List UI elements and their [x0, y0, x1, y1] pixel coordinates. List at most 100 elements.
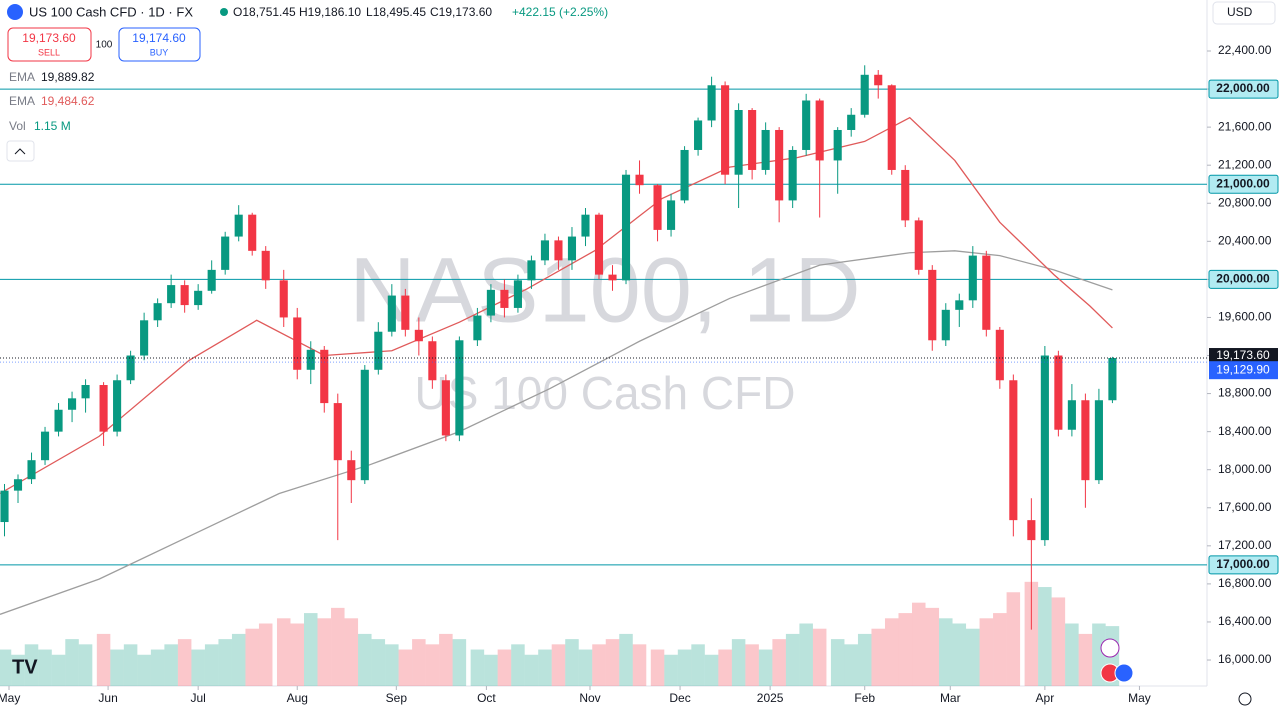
level-label-box	[1208, 79, 1279, 99]
candle-body	[833, 129, 842, 161]
volume-bar	[177, 639, 192, 686]
volume-bar	[785, 633, 800, 686]
bid-price-label: 19,129.90	[1216, 362, 1270, 376]
market-status	[220, 8, 228, 16]
candle-body	[387, 295, 396, 332]
candle-body	[901, 169, 910, 221]
last-price-label: 19,173.60	[1216, 348, 1270, 362]
volume-bar	[1006, 592, 1021, 686]
candle-body	[81, 385, 90, 399]
x-tick-label: Jun	[98, 691, 117, 705]
currency-button[interactable]	[1212, 1, 1276, 25]
volume-name: Vol	[9, 119, 26, 133]
candle-body	[194, 290, 203, 306]
candle-body	[347, 460, 356, 481]
event-flag[interactable]	[1114, 663, 1134, 683]
symbol-name[interactable]: US 100 Cash CFD · 1D · FX	[29, 4, 193, 19]
volume-bar	[150, 649, 165, 686]
candle-body	[320, 349, 329, 404]
candle-body	[608, 274, 617, 281]
volume-bar	[650, 649, 665, 686]
tv-logo: TV	[12, 656, 38, 678]
candle-body	[153, 303, 162, 321]
volume-bar	[966, 628, 980, 686]
volume-bar	[619, 633, 633, 686]
candle-body	[234, 214, 243, 237]
watermark: NAS100, 1D	[349, 239, 860, 341]
candle-body	[27, 460, 36, 480]
volume-bar	[470, 649, 485, 686]
candle-body	[126, 355, 135, 381]
ohlc-low: L18,495.45	[366, 5, 426, 19]
candle-body	[621, 174, 631, 281]
y-tick-label: 21,200.00	[1218, 157, 1272, 171]
y-tick-label: 17,200.00	[1218, 538, 1272, 552]
ohlc-open: O18,751.45	[233, 5, 296, 19]
volume-bar	[385, 644, 399, 686]
ohlc-close-value: 19,173.60	[439, 5, 493, 19]
volume-bar	[164, 644, 178, 686]
volume-bar	[677, 649, 692, 686]
level-label: 17,000.00	[1216, 557, 1270, 571]
volume-bar	[258, 623, 273, 686]
candle-body	[914, 220, 923, 270]
x-tick-label: 2025	[757, 691, 784, 705]
ema-name: EMA	[9, 94, 35, 108]
x-tick-label: Nov	[579, 691, 600, 705]
candle-body	[441, 380, 450, 436]
volume-bar	[191, 649, 205, 686]
candle-body	[527, 260, 536, 281]
collapse-button[interactable]	[6, 140, 35, 162]
ohlc-high: H19,186.10	[299, 5, 361, 19]
candle-body	[995, 329, 1004, 381]
volume-bar	[331, 607, 345, 686]
settings-icon[interactable]	[1238, 692, 1252, 706]
volume-bar	[538, 649, 552, 686]
volume-bar	[371, 639, 386, 686]
volume-bar	[632, 644, 647, 686]
volume-bar	[664, 654, 678, 686]
candle-body	[13, 479, 23, 491]
volume-bar	[51, 654, 66, 686]
level-label-box	[1208, 174, 1279, 194]
candle-body	[594, 214, 604, 275]
candle-body	[815, 100, 824, 161]
candle-body	[748, 110, 757, 170]
volume-bar	[110, 649, 124, 686]
y-tick-label: 16,000.00	[1218, 652, 1272, 666]
volume-bar	[871, 628, 885, 686]
ema-value: 19,889.82	[41, 70, 95, 84]
volume-bar	[758, 649, 773, 686]
buy-price: 19,174.60	[132, 31, 186, 45]
candle-body	[540, 240, 550, 261]
candle-body	[333, 403, 342, 461]
volume-layer	[0, 581, 1120, 686]
y-tick-label: 16,400.00	[1218, 614, 1272, 628]
volume-bar	[745, 644, 759, 686]
candle-body	[635, 174, 644, 186]
candle-body	[513, 280, 522, 308]
candle-body	[1081, 400, 1090, 481]
volume-bar	[925, 607, 940, 686]
volume-bar	[11, 654, 25, 686]
candle-body	[680, 149, 689, 201]
volume-bar	[511, 644, 525, 686]
level-label: 22,000.00	[1216, 81, 1270, 95]
volume-bar	[605, 639, 620, 686]
candle-body	[140, 320, 149, 356]
y-tick-label: 16,800.00	[1218, 576, 1272, 590]
volume-bar	[245, 628, 259, 686]
candle-body	[401, 295, 410, 330]
buy-button[interactable]	[118, 27, 201, 62]
ema-line	[0, 250, 1113, 615]
volume-bar	[952, 623, 967, 686]
candle-body	[40, 431, 50, 461]
y-tick-label: 20,400.00	[1218, 233, 1272, 247]
event-icon[interactable]	[1100, 638, 1120, 658]
y-tick-label: 21,600.00	[1218, 119, 1272, 133]
volume-bar	[1065, 623, 1079, 686]
candle-body	[1094, 400, 1103, 481]
sell-button[interactable]	[7, 27, 92, 62]
